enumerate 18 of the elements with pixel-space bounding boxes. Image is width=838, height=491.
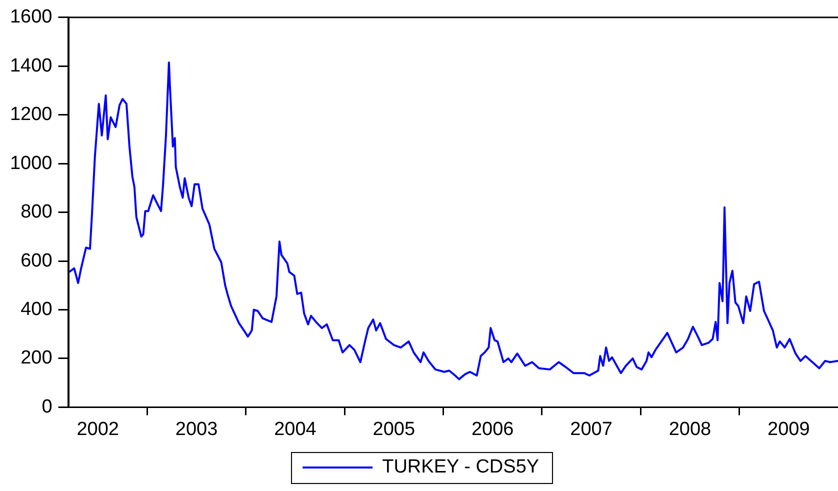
y-tick-label: 600	[20, 250, 52, 272]
legend-label: TURKEY - CDS5Y	[382, 456, 540, 478]
x-tick-label: 2008	[668, 418, 712, 440]
x-tick-label: 2002	[76, 418, 120, 440]
y-tick-label: 1600	[10, 6, 52, 28]
y-tick-label: 1000	[10, 152, 52, 174]
y-tick-label: 0	[42, 396, 52, 418]
y-tick-label: 1200	[10, 104, 52, 126]
x-tick-label: 2009	[768, 418, 810, 440]
x-tick-label: 2004	[274, 418, 317, 440]
y-tick-label: 1400	[10, 55, 52, 76]
y-tick-label: 800	[20, 202, 52, 223]
y-tick-label: 200	[20, 348, 52, 369]
x-tick-label: 2003	[175, 418, 218, 440]
y-tick-label: 400	[20, 298, 52, 320]
x-tick-label: 2005	[372, 418, 416, 440]
x-tick-label: 2007	[570, 418, 612, 440]
x-tick-label: 2006	[471, 418, 514, 440]
